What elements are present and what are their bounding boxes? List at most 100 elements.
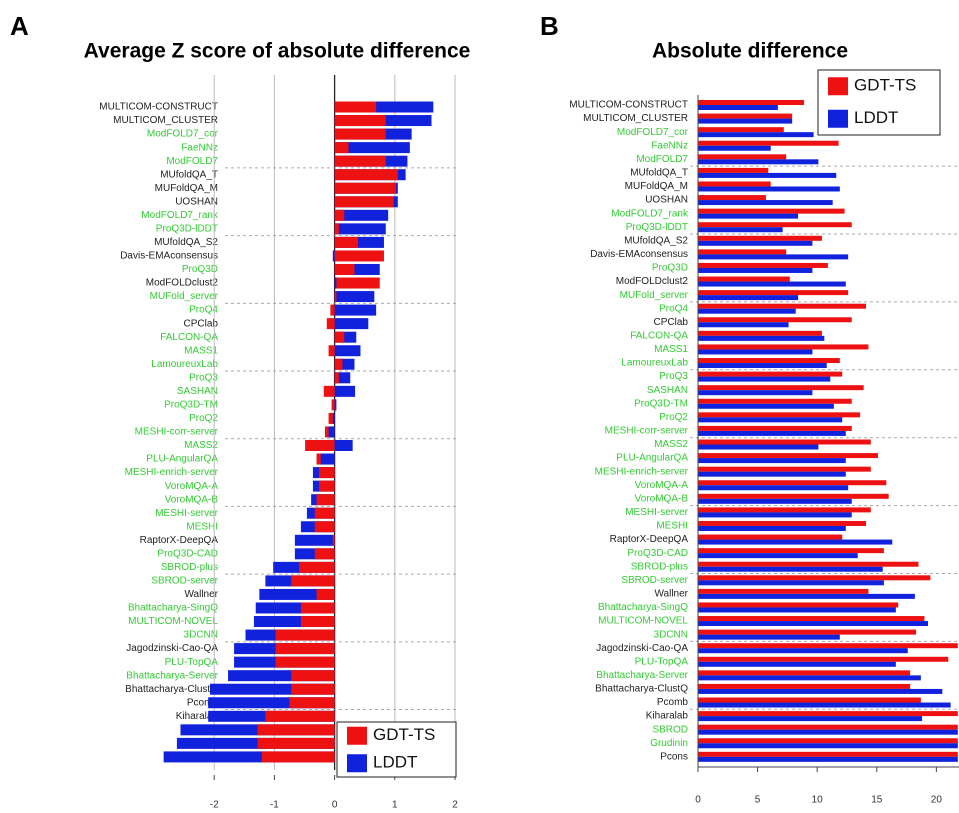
bar: [698, 100, 805, 105]
bar: [698, 566, 883, 572]
category-label: ProQ3D-CAD: [627, 548, 688, 559]
bar: [698, 317, 852, 323]
bar: [698, 425, 852, 431]
bar: [334, 263, 380, 275]
category-label: ProQ2: [189, 413, 218, 424]
bar: [698, 711, 958, 717]
category-label: Bhattacharya-Server: [126, 670, 218, 681]
bar: [314, 507, 335, 519]
bar: [698, 485, 849, 491]
bar: [334, 358, 355, 370]
category-label: Pcomb: [187, 697, 219, 708]
category-label: MESHI-corr-server: [135, 427, 219, 438]
bar: [326, 318, 335, 330]
bar: [698, 616, 925, 622]
bars: [698, 100, 958, 762]
category-label: MESHI-enrich-server: [125, 467, 219, 478]
bar: [698, 602, 899, 608]
bar: [334, 291, 337, 303]
bar: [698, 580, 884, 586]
bar: [328, 345, 335, 357]
bar: [255, 602, 335, 614]
bar: [698, 322, 789, 328]
bar: [334, 331, 357, 343]
bar: [698, 471, 846, 477]
category-label: MESHI-server: [155, 508, 218, 519]
bar: [698, 688, 943, 694]
bar: [698, 634, 840, 640]
bar: [698, 607, 896, 613]
bar: [334, 236, 384, 248]
bar: [294, 534, 335, 546]
bar: [698, 113, 793, 119]
bar: [698, 172, 837, 178]
category-label: ProQ3D: [182, 264, 218, 275]
bar: [698, 439, 871, 445]
bar: [698, 208, 845, 214]
category-label: ProQ3: [189, 372, 218, 383]
panel-label: A: [10, 11, 29, 41]
category-label: MUfoldQA_T: [630, 168, 688, 179]
bar: [698, 756, 958, 762]
category-label: VoroMQA-B: [165, 494, 219, 505]
category-label: Bhattacharya-Server: [596, 670, 688, 681]
bar: [698, 480, 887, 486]
bar: [698, 412, 861, 418]
category-label: MASS1: [654, 344, 688, 355]
category-label: MULTICOM-NOVEL: [598, 616, 688, 627]
category-label: Pcons: [660, 751, 688, 762]
bar: [259, 588, 335, 600]
category-label: PLU-TopQA: [165, 657, 219, 668]
bar: [334, 209, 345, 221]
bar: [330, 304, 335, 316]
category-label: MESHI: [186, 521, 218, 532]
category-label: SBROD-plus: [161, 562, 218, 573]
bar: [299, 561, 335, 573]
bar: [698, 105, 778, 110]
x-tick-label: 15: [871, 795, 883, 806]
bar: [698, 154, 787, 160]
category-label: ProQ3D-TM: [164, 400, 218, 411]
category-label: ProQ3D: [652, 263, 688, 274]
category-label: MULTICOM-CONSTRUCT: [569, 100, 688, 111]
category-label: Jagodzinski-Cao-QA: [596, 643, 688, 654]
bar: [332, 534, 335, 546]
category-label: ProQ3D-TM: [634, 398, 688, 409]
bar: [334, 250, 384, 262]
bar: [332, 412, 335, 424]
bar: [291, 683, 335, 695]
bar: [698, 621, 929, 627]
bar: [698, 729, 958, 735]
bar: [698, 648, 908, 654]
category-label: CPClab: [184, 318, 219, 329]
bar: [334, 372, 339, 384]
bar: [698, 417, 843, 423]
category-label: Davis-EMAconsensus: [120, 251, 218, 262]
bar: [698, 520, 867, 526]
category-label: SASHAN: [177, 386, 218, 397]
category-label: MUFoldQA_M: [625, 181, 688, 192]
category-label: FaeNNz: [181, 142, 218, 153]
category-label: SASHAN: [647, 385, 688, 396]
bar: [698, 534, 843, 540]
bar: [334, 101, 377, 113]
category-label: Wallner: [184, 589, 218, 600]
bar: [698, 308, 796, 314]
bar: [275, 629, 335, 641]
bar: [328, 426, 335, 438]
bar: [316, 494, 335, 506]
bar: [698, 430, 846, 436]
bar: [698, 498, 852, 504]
bar: [698, 751, 958, 757]
bar: [334, 115, 386, 127]
category-label: MESHI-enrich-server: [595, 466, 689, 477]
bar: [698, 575, 931, 581]
bar: [176, 737, 335, 749]
x-tick-label: 10: [812, 795, 824, 806]
bar: [698, 349, 813, 355]
category-label: ProQ4: [189, 305, 218, 316]
bar: [334, 142, 349, 154]
category-label: FALCON-QA: [630, 331, 688, 342]
bar: [698, 159, 819, 165]
